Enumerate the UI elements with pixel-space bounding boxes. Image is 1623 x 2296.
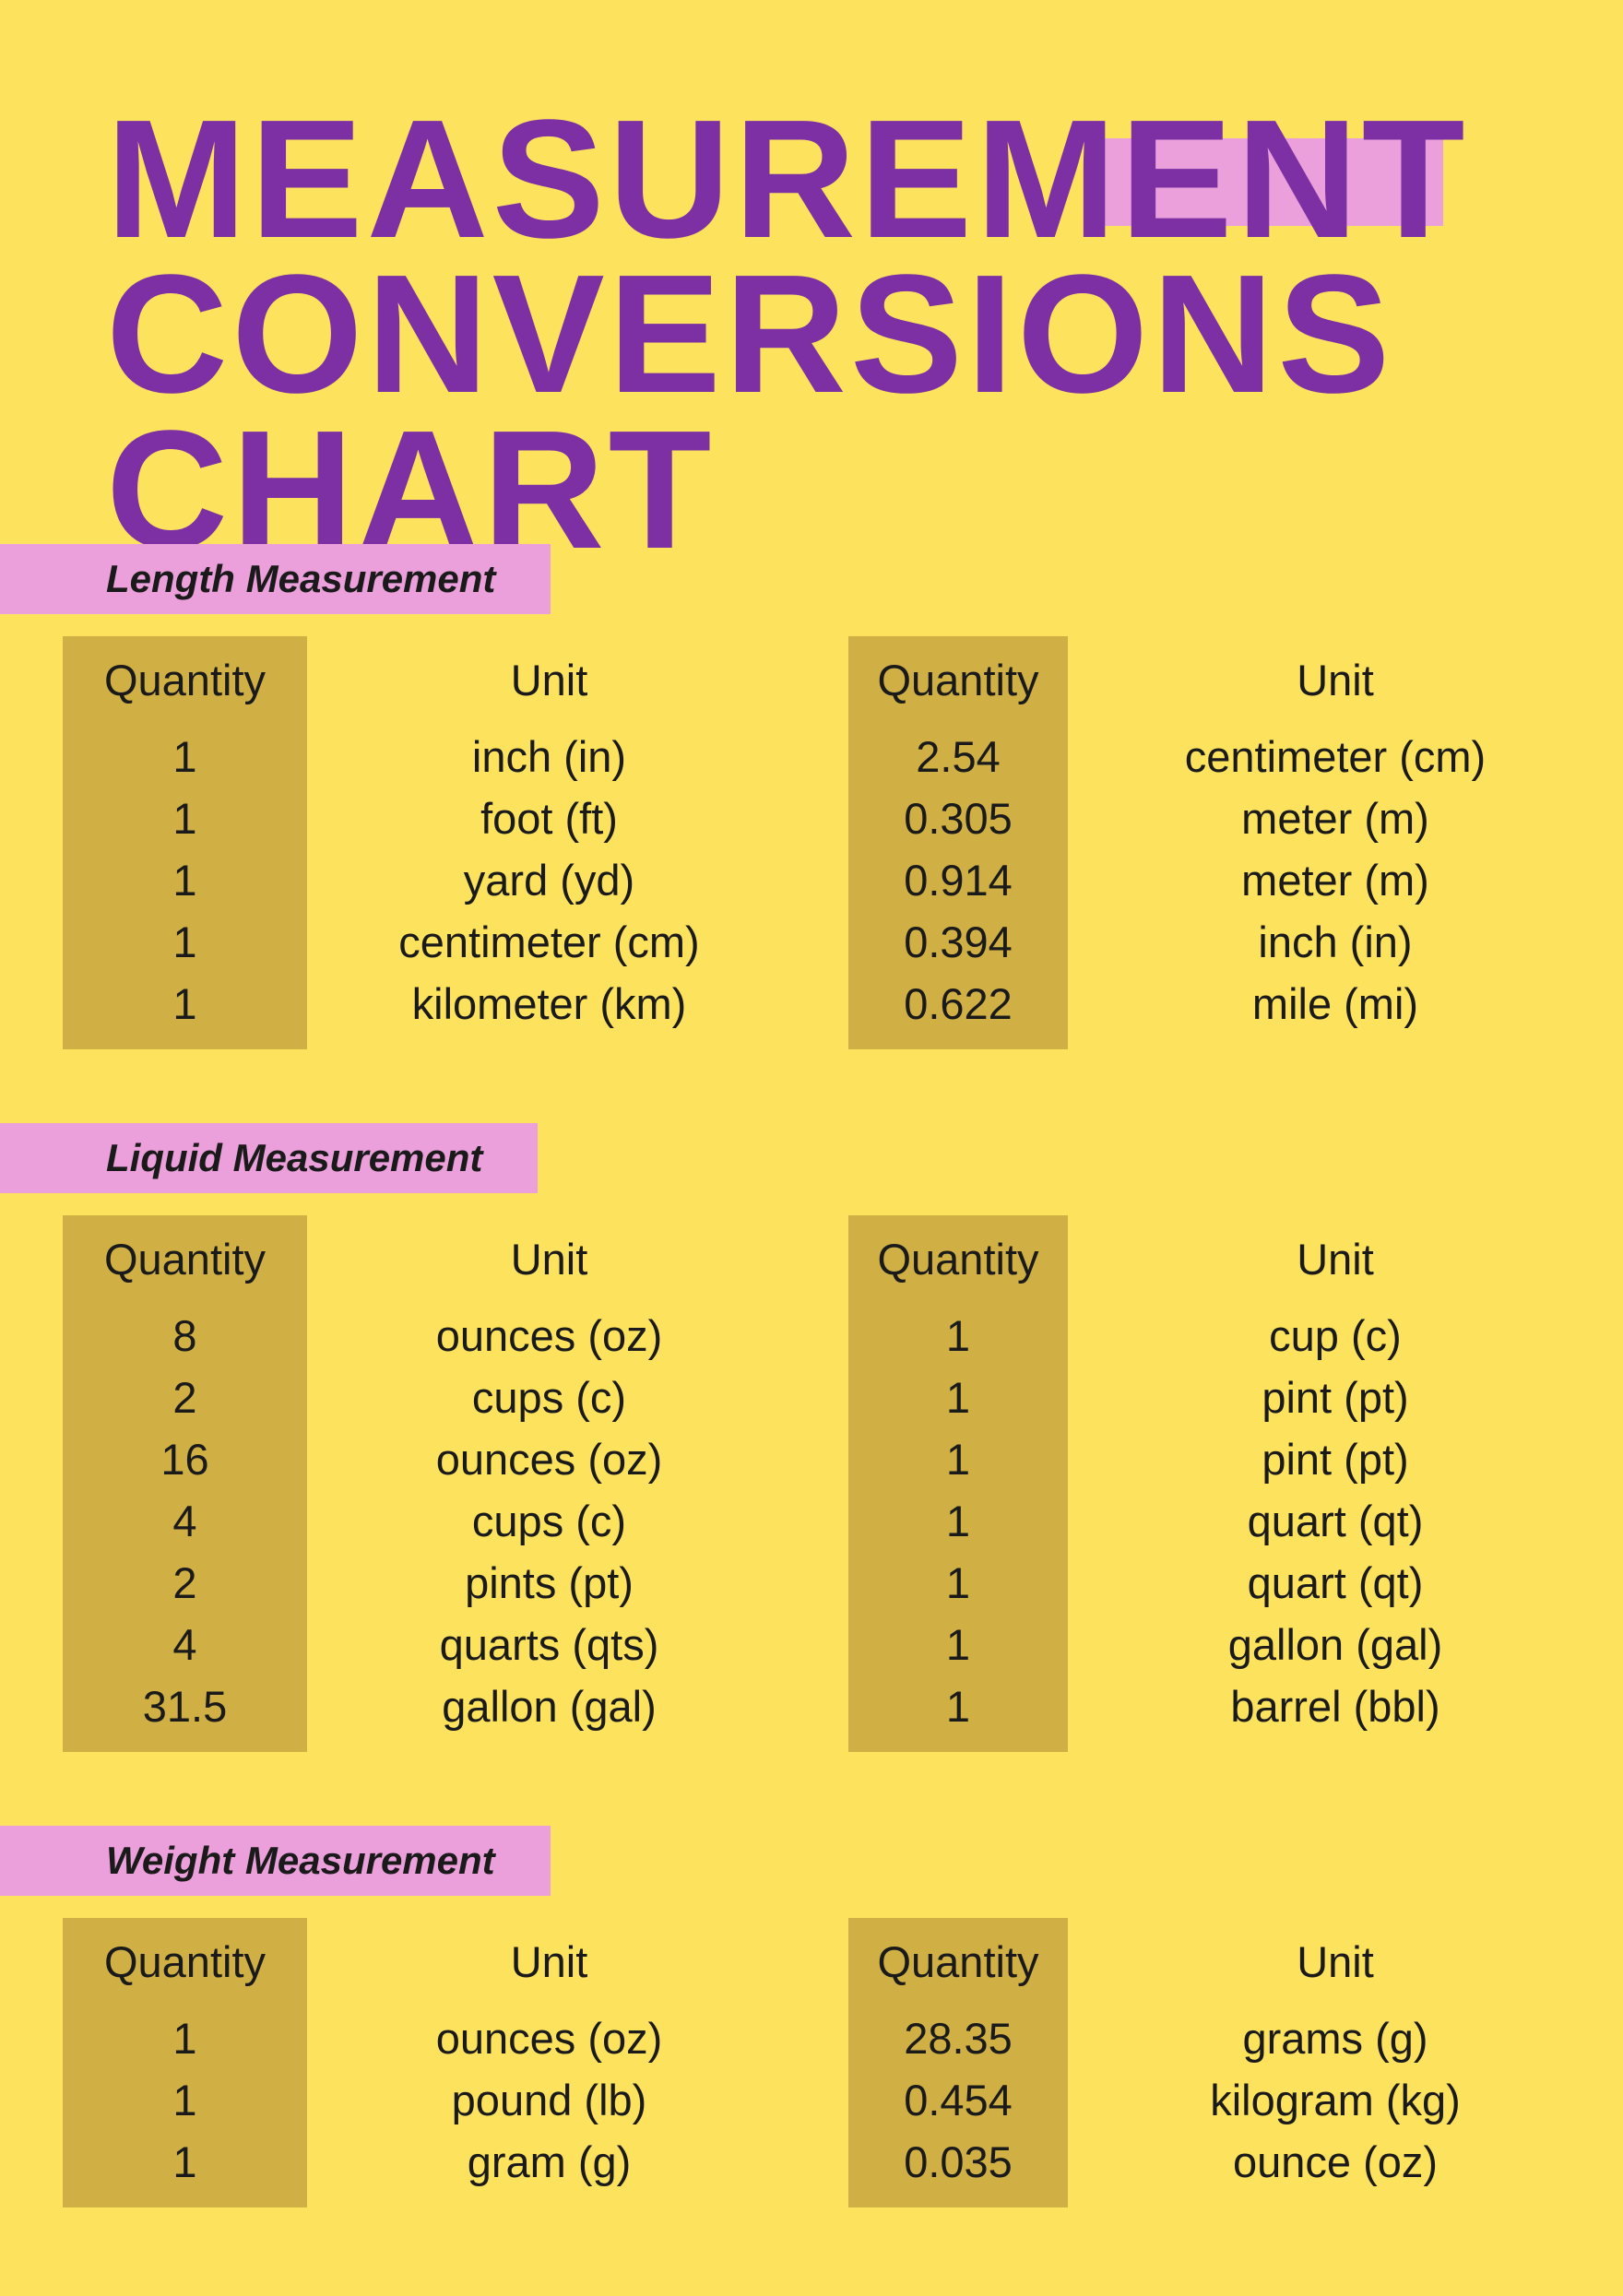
section-label: Weight Measurement (0, 1826, 551, 1896)
table-cell-unit: grams (g) (1068, 2007, 1603, 2069)
column-header-unit: Unit (1068, 636, 1603, 726)
column-header-quantity: Quantity (63, 1215, 307, 1305)
table-cell-quantity: 1 (63, 911, 307, 973)
column-header-unit: Unit (307, 1215, 791, 1305)
column-header-unit: Unit (1068, 1918, 1603, 2007)
section: Liquid MeasurementQuantityUnitQuantityUn… (0, 1123, 1623, 1752)
table-cell-unit: inch (in) (307, 726, 791, 787)
table-cell-unit: ounces (oz) (307, 1428, 791, 1490)
table-cell-unit: kilogram (kg) (1068, 2069, 1603, 2131)
column-header-quantity: Quantity (63, 1918, 307, 2007)
column-header-quantity: Quantity (848, 1918, 1068, 2007)
table-cell-quantity: 2 (63, 1367, 307, 1428)
table-cell-unit: ounce (oz) (1068, 2131, 1603, 2207)
table-cell-unit: ounces (oz) (307, 1305, 791, 1367)
table-cell-unit: cups (c) (307, 1490, 791, 1552)
table-cell-quantity: 1 (63, 787, 307, 849)
section: Length MeasurementQuantityUnitQuantityUn… (0, 544, 1623, 1049)
table-cell-quantity: 16 (63, 1428, 307, 1490)
table-cell-unit: centimeter (cm) (307, 911, 791, 973)
table-cell-unit: ounces (oz) (307, 2007, 791, 2069)
conversion-table: QuantityUnitQuantityUnit1inch (in)2.54ce… (63, 636, 1623, 1049)
table-cell-quantity: 4 (63, 1490, 307, 1552)
table-cell-unit: quarts (qts) (307, 1614, 791, 1675)
table-cell-unit: yard (yd) (307, 849, 791, 911)
section: Weight MeasurementQuantityUnitQuantityUn… (0, 1826, 1623, 2207)
table-cell-unit: pound (lb) (307, 2069, 791, 2131)
table-cell-quantity: 8 (63, 1305, 307, 1367)
table-cell-quantity: 1 (63, 2069, 307, 2131)
table-cell-unit: quart (qt) (1068, 1552, 1603, 1614)
column-header-quantity: Quantity (848, 1215, 1068, 1305)
table-cell-quantity: 1 (848, 1614, 1068, 1675)
table-cell-quantity: 1 (63, 849, 307, 911)
column-header-unit: Unit (307, 1918, 791, 2007)
conversion-table: QuantityUnitQuantityUnit8ounces (oz)1cup… (63, 1215, 1623, 1752)
section-label: Liquid Measurement (0, 1123, 538, 1193)
table-cell-unit: gallon (gal) (1068, 1614, 1603, 1675)
table-cell-unit: mile (mi) (1068, 973, 1603, 1049)
table-cell-unit: gallon (gal) (307, 1675, 791, 1752)
table-cell-quantity: 1 (848, 1428, 1068, 1490)
table-cell-quantity: 0.394 (848, 911, 1068, 973)
table-cell-unit: kilometer (km) (307, 973, 791, 1049)
table-cell-quantity: 0.035 (848, 2131, 1068, 2207)
table-cell-quantity: 0.914 (848, 849, 1068, 911)
table-cell-quantity: 2 (63, 1552, 307, 1614)
table-cell-quantity: 0.622 (848, 973, 1068, 1049)
table-cell-quantity: 0.454 (848, 2069, 1068, 2131)
table-cell-unit: foot (ft) (307, 787, 791, 849)
table-cell-quantity: 2.54 (848, 726, 1068, 787)
column-header-quantity: Quantity (848, 636, 1068, 726)
table-cell-unit: centimeter (cm) (1068, 726, 1603, 787)
table-cell-unit: gram (g) (307, 2131, 791, 2207)
table-cell-unit: cup (c) (1068, 1305, 1603, 1367)
table-cell-unit: quart (qt) (1068, 1490, 1603, 1552)
table-cell-quantity: 1 (848, 1490, 1068, 1552)
sections-container: Length MeasurementQuantityUnitQuantityUn… (0, 470, 1623, 2207)
table-cell-unit: meter (m) (1068, 849, 1603, 911)
table-cell-unit: pint (pt) (1068, 1428, 1603, 1490)
table-cell-quantity: 1 (848, 1552, 1068, 1614)
title-line-1: MEASUREMENT (106, 101, 1623, 256)
table-cell-quantity: 1 (63, 973, 307, 1049)
table-cell-unit: cups (c) (307, 1367, 791, 1428)
page: MEASUREMENT CONVERSIONS CHART Length Mea… (0, 0, 1623, 2296)
section-label: Length Measurement (0, 544, 551, 614)
column-header-unit: Unit (1068, 1215, 1603, 1305)
table-cell-quantity: 1 (63, 2007, 307, 2069)
table-cell-quantity: 0.305 (848, 787, 1068, 849)
table-cell-unit: pints (pt) (307, 1552, 791, 1614)
table-cell-quantity: 4 (63, 1614, 307, 1675)
table-cell-unit: pint (pt) (1068, 1367, 1603, 1428)
table-cell-quantity: 1 (848, 1675, 1068, 1752)
table-cell-quantity: 1 (63, 726, 307, 787)
table-cell-quantity: 31.5 (63, 1675, 307, 1752)
table-cell-unit: inch (in) (1068, 911, 1603, 973)
table-cell-quantity: 1 (848, 1305, 1068, 1367)
column-header-quantity: Quantity (63, 636, 307, 726)
table-cell-unit: barrel (bbl) (1068, 1675, 1603, 1752)
table-cell-quantity: 28.35 (848, 2007, 1068, 2069)
table-cell-unit: meter (m) (1068, 787, 1603, 849)
conversion-table: QuantityUnitQuantityUnit1ounces (oz)28.3… (63, 1918, 1623, 2207)
table-cell-quantity: 1 (63, 2131, 307, 2207)
column-header-unit: Unit (307, 636, 791, 726)
table-cell-quantity: 1 (848, 1367, 1068, 1428)
